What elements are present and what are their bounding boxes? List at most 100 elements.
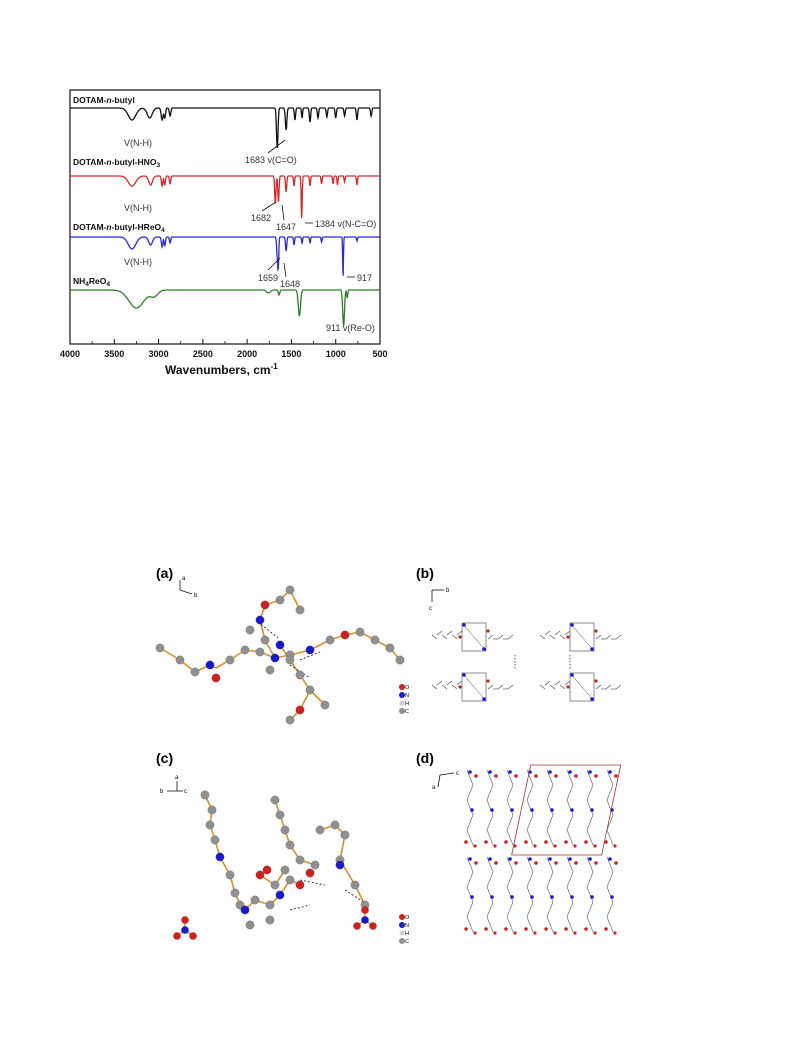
atom	[280, 825, 290, 835]
atom	[181, 916, 189, 924]
atom	[205, 820, 215, 830]
atom	[255, 647, 265, 657]
x-tick-label: 2500	[193, 349, 213, 359]
ir-spectrum-chart: 4000 3500 3000 2500 2000 1500 1000 500 DOTAM-n-…	[60, 89, 388, 377]
atom	[305, 868, 315, 878]
x-tick-label: 500	[372, 349, 387, 359]
axis-d-a: a	[432, 785, 436, 791]
atom	[353, 922, 361, 930]
annotation-s3-1659: 1659	[258, 273, 278, 283]
axis-b: b	[194, 593, 198, 599]
atom	[340, 630, 350, 640]
atom	[230, 888, 240, 898]
panel-a-molecule: (a) a b O N H C	[155, 565, 410, 725]
panel-c-molecule: (c) a b c O N H C	[156, 750, 410, 945]
atom	[155, 643, 165, 653]
x-tick-label: 4000	[60, 349, 80, 359]
molecule-c	[173, 790, 377, 940]
atom	[240, 905, 250, 915]
atom	[280, 865, 290, 875]
atom	[211, 673, 221, 683]
atom	[189, 932, 197, 940]
panel-d-label: (d)	[416, 750, 434, 766]
atom	[215, 852, 225, 862]
atom	[320, 700, 330, 710]
axis-triad-c	[167, 781, 183, 792]
annotation-s1-nh: V(N-H)	[124, 138, 152, 148]
axis-c-a: a	[175, 775, 179, 781]
svg-text:H: H	[405, 701, 409, 707]
atom	[285, 715, 295, 725]
atom	[270, 795, 280, 805]
atom	[330, 820, 340, 830]
atom	[275, 810, 285, 820]
spectra-curves	[70, 107, 380, 326]
atom	[335, 860, 345, 870]
atom	[285, 875, 295, 885]
atom	[265, 665, 275, 675]
atom	[175, 655, 185, 665]
atom	[245, 920, 255, 930]
atom	[275, 595, 285, 605]
series-curve-2	[70, 175, 380, 219]
atom	[395, 655, 405, 665]
atom	[250, 895, 260, 905]
svg-text:C: C	[405, 939, 409, 945]
svg-text:N: N	[405, 923, 409, 929]
arrow-s1-co	[267, 139, 286, 154]
atom	[270, 653, 280, 663]
series-curve-3	[70, 236, 380, 276]
atom	[295, 605, 305, 615]
atom	[350, 880, 360, 890]
x-tick-label: 1500	[281, 349, 301, 359]
annotation-s3-1648: 1648	[280, 279, 300, 289]
atom	[295, 705, 305, 715]
svg-text:N: N	[405, 693, 409, 699]
atom	[225, 870, 235, 880]
panel-c-label: (c)	[156, 750, 173, 766]
atom	[265, 915, 275, 925]
series-label-4: NH4ReO4	[73, 276, 110, 288]
atom	[325, 635, 335, 645]
atom	[385, 643, 395, 653]
atom	[275, 640, 285, 650]
atom	[262, 865, 272, 875]
atom	[260, 635, 270, 645]
axis-b-b: b	[446, 588, 450, 594]
molecule-a	[155, 585, 405, 725]
panel-b-packing: (b) b c	[416, 565, 622, 702]
atom	[295, 880, 305, 890]
arrow-s3-1648	[283, 262, 287, 278]
x-tick-label: 2000	[237, 349, 257, 359]
atom	[225, 655, 235, 665]
x-tick-label: 1000	[326, 349, 346, 359]
panel-a-label: (a)	[156, 565, 173, 581]
packing-b	[431, 622, 622, 702]
atom	[245, 625, 255, 635]
axis-triad-a	[179, 580, 193, 595]
atom-legend-c: O N H C	[399, 914, 410, 945]
plot-frame	[69, 89, 381, 345]
atom	[270, 880, 280, 890]
atom	[173, 932, 181, 940]
arrow-s3-1659	[267, 257, 281, 271]
annotation-s1-co: 1683 v(C=O)	[245, 155, 297, 165]
axis-triad-d	[437, 772, 455, 788]
arrow-s2-1647	[281, 204, 285, 221]
annotation-s4-reo: 911 v(Re-O)	[326, 323, 375, 333]
atom	[275, 890, 285, 900]
panel-d-packing: (d) c a	[416, 750, 622, 935]
atom	[205, 660, 215, 670]
atom	[355, 627, 365, 637]
atom	[260, 600, 270, 610]
x-tick-label: 3500	[104, 349, 124, 359]
series-curve-1	[70, 107, 380, 149]
atom	[310, 860, 320, 870]
atom	[265, 900, 275, 910]
atom	[361, 916, 369, 924]
svg-text:O: O	[405, 685, 410, 691]
atom	[285, 655, 295, 665]
atom	[315, 825, 325, 835]
axis-triad-b	[431, 589, 444, 602]
atom	[361, 906, 369, 914]
